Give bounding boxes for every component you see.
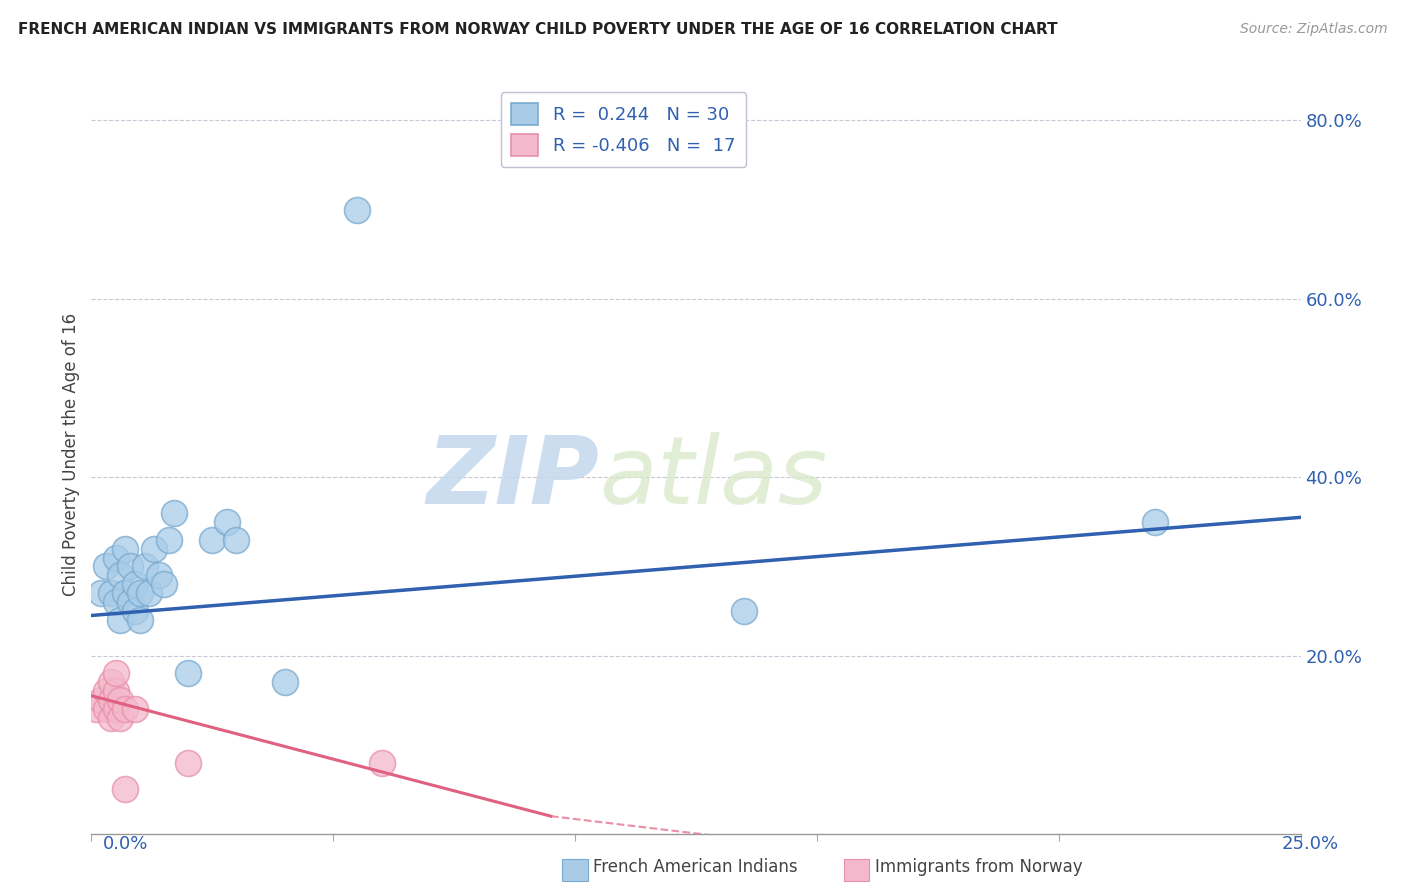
Text: Source: ZipAtlas.com: Source: ZipAtlas.com xyxy=(1240,22,1388,37)
Point xyxy=(120,559,142,574)
Text: 0.0%: 0.0% xyxy=(103,835,148,853)
Point xyxy=(124,577,146,591)
Point xyxy=(104,550,127,565)
Point xyxy=(104,595,127,609)
Point xyxy=(114,586,136,600)
Point xyxy=(94,702,117,716)
Text: French American Indians: French American Indians xyxy=(593,858,799,876)
Point xyxy=(143,541,166,556)
Point xyxy=(177,666,200,681)
Point xyxy=(148,568,170,582)
Point xyxy=(733,604,755,618)
Point xyxy=(100,711,122,725)
Point xyxy=(90,586,112,600)
Point xyxy=(201,533,224,547)
Text: atlas: atlas xyxy=(599,432,828,524)
Point xyxy=(120,595,142,609)
Point xyxy=(177,756,200,770)
Point xyxy=(104,666,127,681)
Point xyxy=(110,568,132,582)
Point xyxy=(100,675,122,690)
Point xyxy=(124,702,146,716)
Y-axis label: Child Poverty Under the Age of 16: Child Poverty Under the Age of 16 xyxy=(62,313,80,597)
Point xyxy=(128,613,150,627)
Point xyxy=(114,702,136,716)
Text: Immigrants from Norway: Immigrants from Norway xyxy=(875,858,1083,876)
Point xyxy=(134,559,156,574)
Point xyxy=(157,533,180,547)
Point xyxy=(162,506,184,520)
Point xyxy=(110,693,132,707)
Point xyxy=(225,533,247,547)
Point xyxy=(346,202,368,217)
Point xyxy=(100,586,122,600)
Point xyxy=(153,577,176,591)
Point xyxy=(94,559,117,574)
Text: FRENCH AMERICAN INDIAN VS IMMIGRANTS FROM NORWAY CHILD POVERTY UNDER THE AGE OF : FRENCH AMERICAN INDIAN VS IMMIGRANTS FRO… xyxy=(18,22,1057,37)
Point xyxy=(94,684,117,698)
Point xyxy=(110,613,132,627)
Point xyxy=(84,702,107,716)
Point xyxy=(110,711,132,725)
Point xyxy=(104,684,127,698)
Point xyxy=(90,693,112,707)
Point xyxy=(1144,515,1167,529)
Text: 25.0%: 25.0% xyxy=(1281,835,1339,853)
Point xyxy=(128,586,150,600)
Text: ZIP: ZIP xyxy=(426,432,599,524)
Point xyxy=(114,541,136,556)
Point xyxy=(370,756,392,770)
Point xyxy=(215,515,238,529)
Point xyxy=(124,604,146,618)
Point xyxy=(104,702,127,716)
Point xyxy=(274,675,297,690)
Point xyxy=(114,782,136,797)
Point xyxy=(138,586,160,600)
Legend: R =  0.244   N = 30, R = -0.406   N =  17: R = 0.244 N = 30, R = -0.406 N = 17 xyxy=(501,93,747,167)
Point xyxy=(100,693,122,707)
